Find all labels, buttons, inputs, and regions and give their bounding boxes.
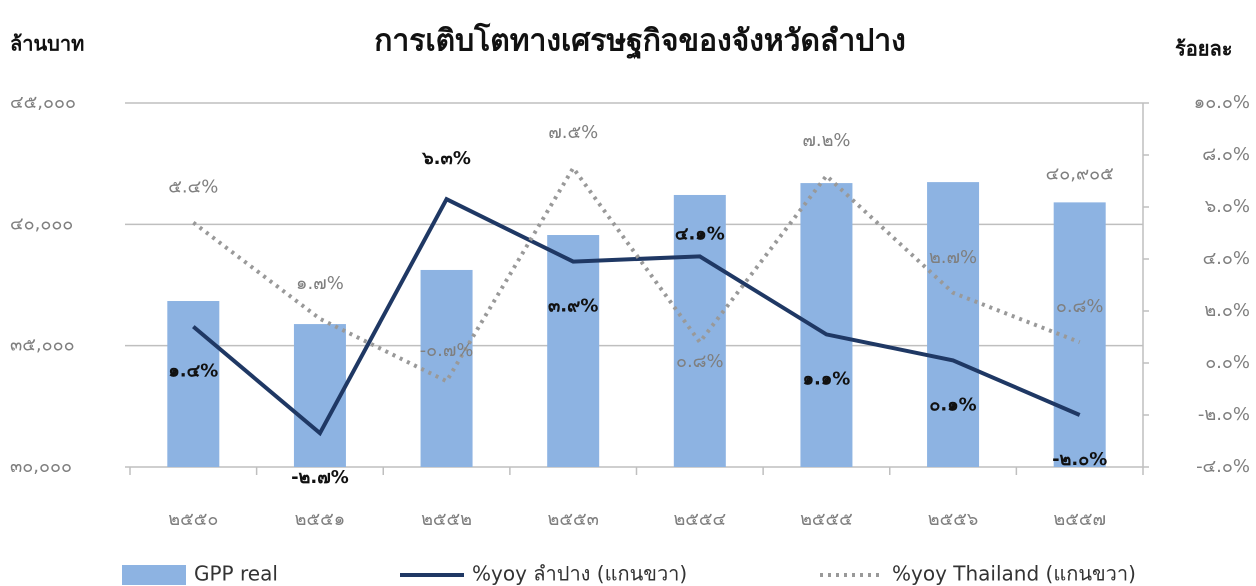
- y2-tick-label: ๐.๐%: [1205, 352, 1250, 373]
- line-value-label: ๐.๘%: [676, 351, 724, 372]
- x-tick-label: ๒๕๕๔: [673, 509, 726, 530]
- line-value-label: -๒.๐%: [1052, 449, 1107, 470]
- line-value-label: ๐.๑%: [929, 394, 976, 415]
- y-axis-label: ล้านบาท: [10, 32, 84, 56]
- y2-tick-label: ๒.๐%: [1204, 300, 1250, 321]
- line-value-label: ๑.๗%: [296, 273, 344, 294]
- x-tick-label: ๒๕๕๕: [800, 509, 853, 530]
- y2-tick-label: -๒.๐%: [1198, 404, 1250, 425]
- bar: [293, 324, 346, 467]
- line-value-label: ๒.๗%: [929, 247, 977, 268]
- x-tick-label: ๒๕๕๖: [928, 509, 979, 530]
- bar-value-label: ๔๐,๙๐๕: [1046, 163, 1114, 184]
- x-tick-label: ๒๕๕๗: [1053, 509, 1106, 530]
- bar: [1053, 202, 1106, 467]
- line-value-label: ๑.๑%: [803, 368, 851, 389]
- line-value-label: ๑.๔%: [168, 361, 218, 382]
- x-tick-label: ๒๕๕๓: [547, 509, 598, 530]
- bar: [547, 235, 600, 467]
- y2-tick-label: ๔.๐%: [1203, 248, 1250, 269]
- y2-tick-label: ๑๐.๐%: [1194, 92, 1250, 113]
- legend-label: GPP real: [194, 562, 278, 586]
- line: [192, 196, 1081, 437]
- legend-label: %yoy ลำปาง (แกนขวา): [472, 562, 687, 586]
- line-value-label: ๔.๑%: [675, 223, 725, 244]
- bar: [927, 182, 980, 468]
- line-value-label: ๖.๓%: [421, 148, 471, 169]
- legend-swatch: [122, 565, 186, 585]
- x-tick-label: ๒๕๕๐: [168, 509, 218, 530]
- line-value-label: ๗.๕%: [548, 122, 598, 143]
- y-tick-label: ๓๕,๐๐๐: [10, 335, 75, 356]
- line-value-label: ๕.๔%: [168, 177, 218, 198]
- line-value-label: ๗.๒%: [802, 130, 850, 151]
- y-tick-label: ๔๐,๐๐๐: [10, 213, 73, 234]
- y2-tick-label: ๘.๐%: [1202, 144, 1250, 165]
- line-value-label: ๐.๘%: [1056, 296, 1104, 317]
- bar: [420, 269, 473, 467]
- bar: [167, 301, 220, 467]
- line-value-label: -๐.๗%: [420, 340, 474, 361]
- y2-axis-label: ร้อยละ: [1175, 37, 1232, 61]
- y2-tick-label: ๖.๐%: [1205, 196, 1250, 217]
- y2-tick-label: -๔.๐%: [1196, 456, 1250, 477]
- x-tick-label: ๒๕๕๑: [295, 509, 346, 530]
- legend-label: %yoy Thailand (แกนขวา): [892, 562, 1136, 586]
- bar: [673, 194, 726, 467]
- line-value-label: ๓.๙%: [548, 296, 598, 317]
- y-tick-label: ๓๐,๐๐๐: [10, 456, 72, 477]
- y-tick-label: ๔๕,๐๐๐: [10, 92, 76, 113]
- x-tick-label: ๒๕๕๒: [421, 509, 472, 530]
- line-value-label: -๒.๗%: [291, 467, 349, 488]
- chart-title: การเติบโตทางเศรษฐกิจของจังหวัดลำปาง: [374, 22, 906, 61]
